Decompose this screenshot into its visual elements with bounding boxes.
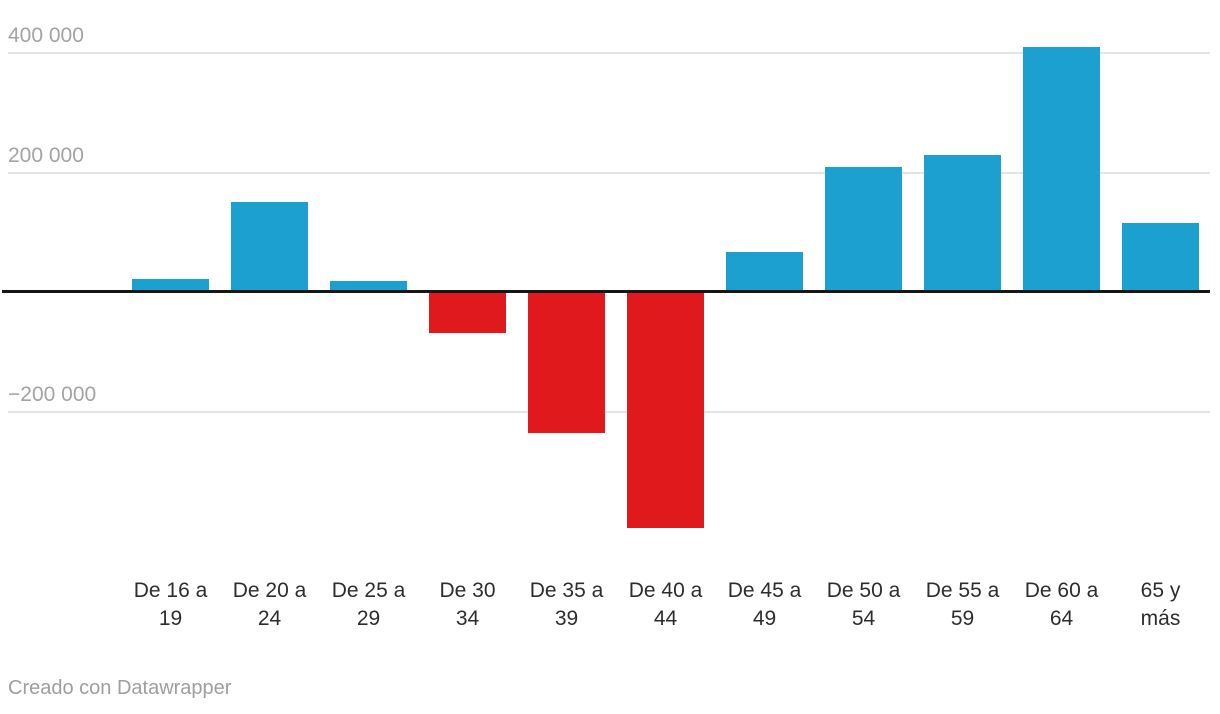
bar bbox=[627, 293, 704, 528]
x-tick-label-line: De 55 a bbox=[925, 579, 1000, 602]
x-tick-label: De 60 a 64 bbox=[1002, 577, 1122, 633]
x-tick-label: De 40 a 44 bbox=[606, 577, 726, 633]
bar bbox=[726, 251, 803, 292]
x-tick-label-line: De 20 a bbox=[232, 579, 307, 602]
bar bbox=[429, 293, 506, 334]
x-tick-label-line: De 35 a bbox=[529, 579, 604, 602]
y-tick-label: 200 000 bbox=[8, 143, 84, 167]
x-tick-label-line: 29 bbox=[356, 607, 381, 630]
x-tick-label: De 55 a 59 bbox=[903, 577, 1023, 633]
x-tick-label-line: De 16 a bbox=[133, 579, 208, 602]
x-tick-label-line: 64 bbox=[1049, 607, 1074, 630]
x-tick-label-line: 59 bbox=[950, 607, 975, 630]
grid-line bbox=[8, 410, 1210, 413]
x-tick-label-line: 44 bbox=[653, 607, 678, 630]
x-axis-zero-line bbox=[2, 290, 1210, 293]
x-tick-label-line: 49 bbox=[752, 607, 777, 630]
x-tick-label: De 20 a 24 bbox=[210, 577, 330, 633]
x-tick-label: De 30 34 bbox=[408, 577, 528, 633]
x-tick-label-line: más bbox=[1140, 607, 1181, 630]
x-tick-label-line: De 25 a bbox=[331, 579, 406, 602]
x-tick-label: De 50 a 54 bbox=[804, 577, 924, 633]
bar bbox=[924, 155, 1001, 292]
datawrapper-credit-link[interactable]: Creado con Datawrapper bbox=[8, 677, 232, 699]
y-tick-label: 400 000 bbox=[8, 24, 84, 47]
x-tick-label-line: 65 y bbox=[1140, 579, 1181, 602]
bar bbox=[330, 280, 407, 292]
x-tick-label-line: De 60 a bbox=[1024, 579, 1099, 602]
x-tick-label-line: De 45 a bbox=[727, 579, 802, 602]
bar bbox=[1122, 223, 1199, 292]
x-tick-label: De 16 a 19 bbox=[111, 577, 231, 633]
bar bbox=[528, 293, 605, 434]
x-tick-label-line: 39 bbox=[554, 607, 579, 630]
bar bbox=[1023, 47, 1100, 292]
bar bbox=[825, 167, 902, 292]
x-tick-label-line: 54 bbox=[851, 607, 876, 630]
x-tick-label-line: 24 bbox=[257, 607, 282, 630]
x-tick-label-line: De 50 a bbox=[826, 579, 901, 602]
x-tick-label: De 25 a 29 bbox=[309, 577, 429, 633]
x-tick-label: De 35 a 39 bbox=[507, 577, 627, 633]
grid-line bbox=[8, 171, 1210, 174]
x-tick-label: 65 y más bbox=[1101, 577, 1220, 633]
x-tick-label: De 45 a 49 bbox=[705, 577, 825, 633]
x-tick-label-line: 19 bbox=[158, 607, 183, 630]
grid-line bbox=[8, 52, 1210, 54]
y-tick-label: −200 000 bbox=[8, 382, 97, 406]
bar bbox=[132, 279, 209, 292]
x-tick-label-line: 34 bbox=[455, 607, 480, 630]
x-tick-label-line: De 30 bbox=[439, 579, 496, 602]
x-tick-label-line: De 40 a bbox=[628, 579, 703, 602]
bar bbox=[231, 202, 308, 292]
